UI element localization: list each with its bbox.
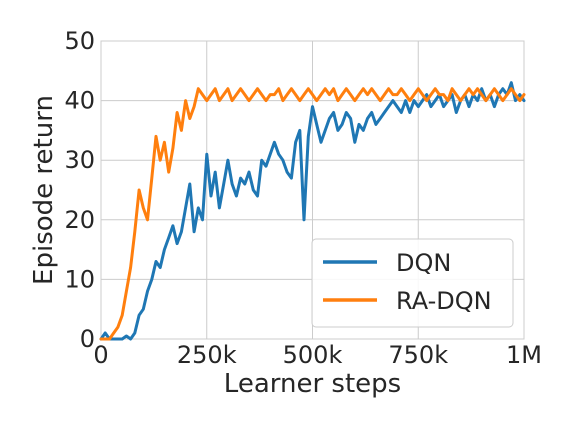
x-tick-label: 500k [283,341,343,369]
y-axis-label: Episode return [29,95,59,285]
legend-label-dqn: DQN [396,249,451,277]
y-tick-labels: 0 10 20 30 40 50 [64,27,95,353]
y-tick-label: 0 [80,325,95,353]
x-tick-label: 0 [93,341,108,369]
y-tick-label: 50 [64,27,95,55]
x-tick-labels: 0 250k 500k 750k 1M [93,341,542,369]
x-tick-label: 750k [388,341,448,369]
legend-label-ra-dqn: RA-DQN [396,287,492,315]
x-axis-label: Learner steps [224,369,401,399]
y-tick-label: 10 [64,265,95,293]
series-layer [99,81,526,341]
legend: DQN RA-DQN [311,238,514,328]
x-tick-label: 250k [177,341,237,369]
y-tick-label: 30 [64,146,95,174]
series-line-dqn [99,81,526,341]
plot-frame [100,40,525,340]
series-line-ra-dqn [99,87,526,341]
y-tick-label: 20 [64,206,95,234]
y-tick-label: 40 [64,87,95,115]
x-tick-label: 1M [506,341,542,369]
